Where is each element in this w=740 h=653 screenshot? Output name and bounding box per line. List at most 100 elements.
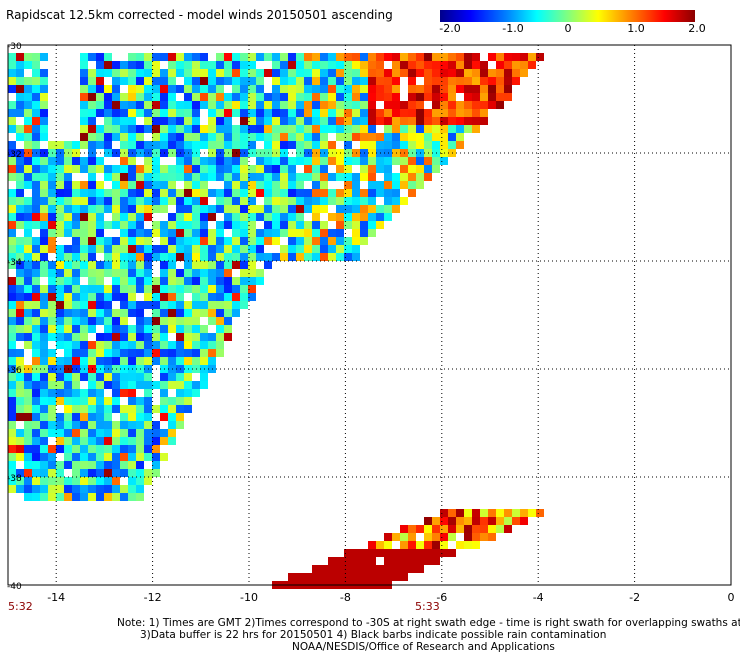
wind-cell bbox=[272, 181, 280, 189]
wind-cell bbox=[368, 69, 376, 77]
wind-cell bbox=[400, 565, 408, 573]
wind-cell bbox=[480, 61, 488, 69]
wind-cell bbox=[392, 557, 400, 565]
wind-cell bbox=[48, 349, 56, 357]
wind-cell bbox=[144, 405, 152, 413]
wind-cell bbox=[400, 181, 408, 189]
wind-cell bbox=[256, 165, 264, 173]
wind-cell bbox=[120, 437, 128, 445]
wind-cell bbox=[232, 141, 240, 149]
lat-tick-label: -32 bbox=[7, 150, 22, 160]
wind-cell bbox=[40, 373, 48, 381]
colorbar-tick-label: 1.0 bbox=[627, 22, 645, 35]
wind-cell bbox=[200, 245, 208, 253]
wind-cell bbox=[112, 221, 120, 229]
wind-cell bbox=[152, 293, 160, 301]
wind-cell bbox=[8, 453, 16, 461]
wind-cell bbox=[144, 213, 152, 221]
wind-cell bbox=[40, 253, 48, 261]
wind-cell bbox=[128, 205, 136, 213]
wind-cell bbox=[272, 77, 280, 85]
wind-cell bbox=[352, 557, 360, 565]
wind-cell bbox=[400, 109, 408, 117]
wind-cell bbox=[280, 205, 288, 213]
wind-cell bbox=[80, 421, 88, 429]
wind-cell bbox=[80, 213, 88, 221]
wind-cell bbox=[48, 357, 56, 365]
wind-cell bbox=[120, 333, 128, 341]
wind-cell bbox=[104, 269, 112, 277]
wind-cell bbox=[328, 213, 336, 221]
wind-cell bbox=[96, 189, 104, 197]
wind-cell bbox=[392, 117, 400, 125]
wind-cell bbox=[248, 245, 256, 253]
wind-cell bbox=[224, 221, 232, 229]
lat-tick-label: -38 bbox=[7, 474, 22, 484]
wind-cell bbox=[120, 229, 128, 237]
wind-cell bbox=[120, 125, 128, 133]
wind-cell bbox=[280, 141, 288, 149]
wind-cell bbox=[64, 413, 72, 421]
wind-cell bbox=[160, 357, 168, 365]
wind-cell bbox=[80, 453, 88, 461]
wind-cell bbox=[152, 309, 160, 317]
wind-cell bbox=[416, 141, 424, 149]
wind-cell bbox=[40, 157, 48, 165]
wind-cell bbox=[16, 197, 24, 205]
lon-tick-label: 0 bbox=[728, 591, 735, 604]
wind-cell bbox=[136, 437, 144, 445]
wind-cell bbox=[48, 213, 56, 221]
wind-cell bbox=[152, 285, 160, 293]
wind-cell bbox=[40, 317, 48, 325]
wind-cell bbox=[224, 181, 232, 189]
wind-cell bbox=[328, 173, 336, 181]
wind-cell bbox=[168, 421, 176, 429]
wind-cell bbox=[88, 205, 96, 213]
wind-cell bbox=[200, 157, 208, 165]
wind-cell bbox=[16, 189, 24, 197]
wind-cell bbox=[128, 477, 136, 485]
wind-cell bbox=[72, 277, 80, 285]
wind-cell bbox=[192, 181, 200, 189]
wind-cell bbox=[232, 165, 240, 173]
wind-cell bbox=[232, 237, 240, 245]
wind-cell bbox=[136, 77, 144, 85]
wind-cell bbox=[120, 309, 128, 317]
wind-cell bbox=[128, 213, 136, 221]
wind-cell bbox=[112, 341, 120, 349]
wind-cell bbox=[40, 197, 48, 205]
wind-cell bbox=[304, 109, 312, 117]
wind-cell bbox=[184, 101, 192, 109]
wind-cell bbox=[216, 245, 224, 253]
wind-cell bbox=[496, 61, 504, 69]
wind-cell bbox=[160, 325, 168, 333]
wind-cell bbox=[224, 165, 232, 173]
wind-cell bbox=[400, 141, 408, 149]
wind-cell bbox=[448, 101, 456, 109]
wind-cell bbox=[360, 85, 368, 93]
wind-cell bbox=[136, 461, 144, 469]
wind-cell bbox=[336, 557, 344, 565]
wind-cell bbox=[216, 85, 224, 93]
wind-cell bbox=[64, 213, 72, 221]
wind-cell bbox=[312, 229, 320, 237]
wind-cell bbox=[32, 277, 40, 285]
wind-cell bbox=[224, 309, 232, 317]
wind-cell bbox=[416, 61, 424, 69]
wind-cell bbox=[280, 69, 288, 77]
wind-cell bbox=[32, 333, 40, 341]
wind-cell bbox=[152, 445, 160, 453]
wind-cell bbox=[168, 429, 176, 437]
wind-cell bbox=[448, 109, 456, 117]
wind-cell bbox=[128, 389, 136, 397]
wind-cell bbox=[440, 53, 448, 61]
wind-cell bbox=[168, 381, 176, 389]
wind-cell bbox=[328, 85, 336, 93]
wind-cell bbox=[296, 229, 304, 237]
wind-cell bbox=[384, 141, 392, 149]
wind-cell bbox=[312, 245, 320, 253]
wind-cell bbox=[24, 469, 32, 477]
wind-cell bbox=[32, 253, 40, 261]
wind-cell bbox=[8, 125, 16, 133]
wind-cell bbox=[32, 341, 40, 349]
